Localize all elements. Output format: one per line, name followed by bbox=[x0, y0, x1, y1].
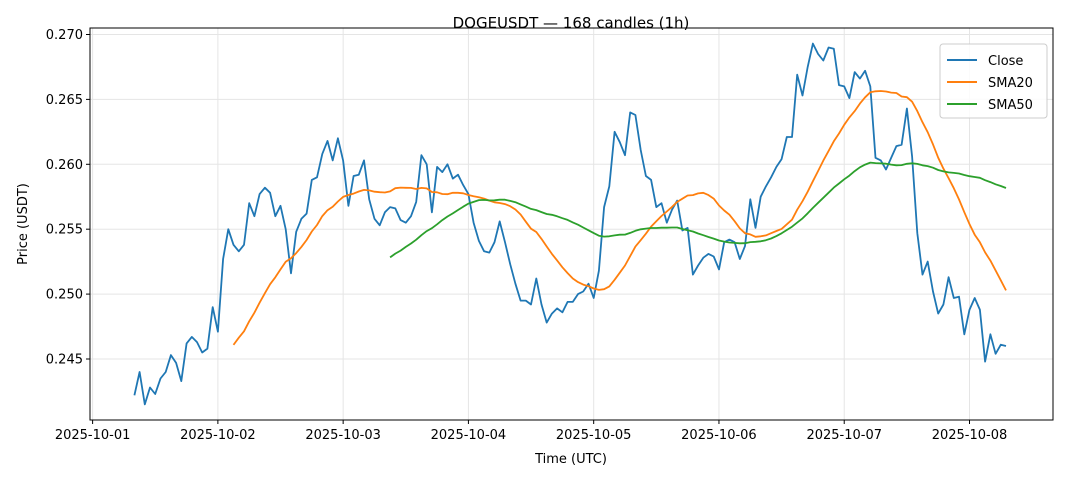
x-tick-label: 2025-10-03 bbox=[305, 428, 381, 443]
legend-box bbox=[939, 43, 1048, 119]
y-tick-label: 0.245 bbox=[46, 352, 83, 367]
series-lines bbox=[133, 42, 1007, 406]
x-axis-label: Time (UTC) bbox=[534, 452, 607, 467]
y-tick-label: 0.260 bbox=[46, 158, 83, 173]
y-axis-label: Price (USDT) bbox=[16, 183, 31, 265]
x-tick-label: 2025-10-02 bbox=[180, 428, 256, 443]
legend-label-sma50: SMA50 bbox=[988, 98, 1033, 113]
plot-frame bbox=[89, 27, 1054, 421]
y-tick-label: 0.250 bbox=[46, 288, 83, 303]
y-axis-ticks: 0.245 0.250 0.255 0.260 0.265 0.270 bbox=[46, 28, 90, 367]
series-line-sma20 bbox=[232, 90, 1007, 346]
x-tick-label: 2025-10-05 bbox=[556, 428, 632, 443]
x-tick-label: 2025-10-04 bbox=[431, 428, 507, 443]
x-axis-ticks: 2025-10-01 2025-10-02 2025-10-03 2025-10-04… bbox=[55, 420, 1007, 443]
series-line-close bbox=[133, 42, 1007, 406]
y-tick-label: 0.255 bbox=[46, 223, 83, 238]
x-tick-label: 2025-10-08 bbox=[932, 428, 1008, 443]
legend: Close SMA20 SMA50 bbox=[939, 43, 1048, 119]
x-tick-label: 2025-10-06 bbox=[681, 428, 757, 443]
legend-label-sma20: SMA20 bbox=[988, 76, 1033, 91]
x-tick-label: 2025-10-01 bbox=[55, 428, 131, 443]
y-tick-label: 0.265 bbox=[46, 93, 83, 108]
grid bbox=[90, 28, 1053, 420]
series-line-sma50 bbox=[389, 161, 1007, 259]
legend-label-close: Close bbox=[988, 54, 1023, 69]
x-tick-label: 2025-10-07 bbox=[806, 428, 882, 443]
y-tick-label: 0.270 bbox=[46, 28, 83, 43]
chart-title: DOGEUSDT — 168 candles (1h) bbox=[453, 14, 690, 32]
